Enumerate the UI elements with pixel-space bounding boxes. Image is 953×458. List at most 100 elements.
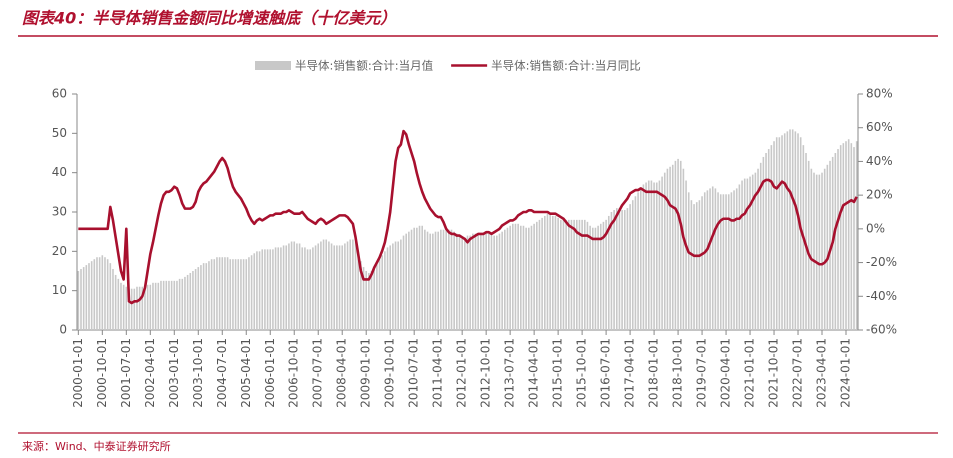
bar [368,272,370,330]
bar [144,286,146,330]
bar [245,259,248,330]
x-tick-label: 2009-01-01 [359,338,373,408]
x-tick-label: 2022-07-01 [791,338,805,408]
bar [765,153,767,330]
bar [416,227,418,330]
bar [96,257,98,330]
bar [200,265,202,330]
bar [586,221,589,330]
bar [440,229,442,330]
bar [469,235,471,330]
bar [424,229,426,330]
bar [623,210,626,330]
bar [242,259,245,330]
bar [178,278,181,330]
bar [464,237,466,330]
bar [506,227,509,330]
bar [176,280,178,330]
bar [631,200,634,330]
bar [751,174,754,330]
bar [229,259,232,330]
y2-tick-label: 80% [866,87,893,101]
bar [741,180,743,330]
y-tick-label: 30 [52,205,67,219]
bar [77,271,80,330]
bar [173,280,176,330]
x-tick-label: 2023-04-01 [815,338,829,408]
bar [544,215,546,330]
bar [466,235,469,330]
bar [341,245,344,330]
bar [599,223,602,330]
x-tick-label: 2014-04-01 [527,338,541,408]
bar [490,233,493,330]
bar [554,215,557,330]
bar [218,257,221,330]
bar [274,247,277,330]
bar [128,288,130,330]
bar [250,255,253,330]
bar [775,137,778,330]
bar [184,276,186,330]
bar [392,243,394,330]
bar [314,245,317,330]
y2-tick-label: -20% [866,255,897,269]
bar [136,286,138,330]
y-tick-label: 0 [59,323,67,337]
bar [626,208,629,330]
bar [714,188,717,330]
x-tick-label: 2007-07-01 [311,338,325,408]
bar [655,182,658,330]
bar [253,253,256,330]
bar [296,243,298,330]
bar [690,200,693,330]
bar [205,263,208,330]
x-tick-label: 2001-07-01 [119,338,133,408]
bar [272,249,274,330]
x-tick-label: 2019-07-01 [695,338,709,408]
bar [706,190,709,330]
bar [602,221,605,330]
bar [642,184,645,330]
bar [408,231,410,330]
x-tick-label: 2006-10-01 [287,338,301,408]
bar [520,225,522,330]
y2-tick-label: 40% [866,154,893,168]
bar [834,153,837,330]
bar [488,233,490,330]
bar [485,233,487,330]
bar [170,280,173,330]
bar [357,251,360,330]
bar [778,137,781,330]
x-tick-label: 2006-01-01 [263,338,277,408]
bar [807,160,810,330]
chart-title: 图表40：半导体销售金额同比增速触底（十亿美元） [22,9,396,28]
bar [445,229,447,330]
bar [152,282,154,330]
bar [370,271,373,330]
bar [266,249,269,330]
bar [589,225,591,330]
bar [482,233,485,330]
bar [154,282,157,330]
bar [138,286,141,330]
bar [549,213,551,330]
bar [687,192,690,330]
bar [607,215,610,330]
x-tick-label: 2008-04-01 [335,338,349,408]
bar [845,141,847,330]
bar [773,141,775,330]
x-tick-label: 2012-01-01 [455,338,469,408]
bar [767,149,770,330]
bar [194,269,197,330]
bar [637,192,639,330]
bar [639,188,642,330]
bar [850,143,853,330]
bar [725,194,727,330]
bar [472,233,474,330]
x-tick-label: 2018-01-01 [647,338,661,408]
bar [794,131,797,330]
line [78,129,858,305]
bar [565,219,567,330]
bar [192,271,194,330]
